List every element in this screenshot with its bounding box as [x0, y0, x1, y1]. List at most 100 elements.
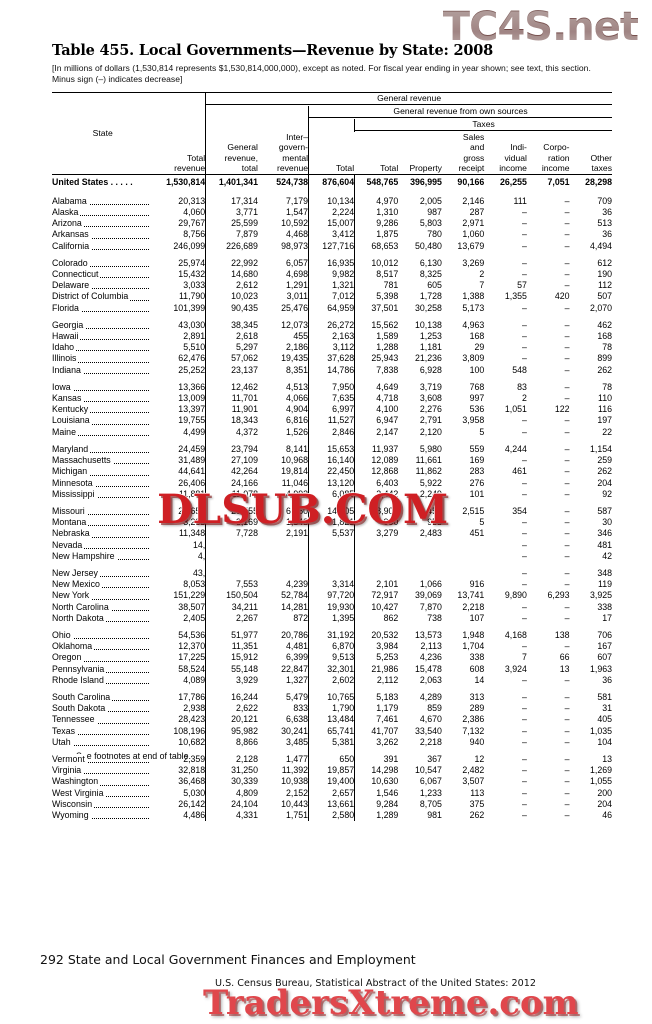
table-row: Florida 101,399 90,435 25,476 64,959 37,501 30…: [52, 302, 612, 314]
row-value: 259: [597, 455, 612, 466]
row-value: –: [522, 477, 527, 488]
row-value: 2,191: [286, 528, 309, 539]
row-value: 2,249: [419, 488, 442, 499]
row-value: 14,680: [205, 269, 258, 281]
table-row: Alabama 20,313 17,314 7,179 10,134 4,970 2,005…: [52, 195, 612, 208]
header-spanner-own-sources-label: General revenue from own sources: [393, 106, 528, 116]
row-value: –: [522, 691, 527, 702]
row-value: 12,089: [354, 455, 399, 467]
row-state-label: Idaho: [52, 342, 153, 353]
gap-cell: [354, 251, 399, 258]
row-value: 1,948: [462, 629, 485, 640]
row-value: 1,547: [286, 207, 309, 218]
header-col-intergovernmental-line: revenue: [276, 163, 309, 174]
row-value: 1,589: [354, 331, 399, 343]
row-value: 22,847: [281, 663, 309, 674]
row-value: –: [522, 798, 527, 809]
row-value: 709: [597, 195, 612, 206]
row-value: 119: [597, 579, 612, 590]
row-value: 26,142: [178, 798, 206, 809]
row-value: 1,060: [462, 229, 485, 240]
row-value: 2,359: [183, 753, 206, 764]
row-value: 13,679: [457, 240, 485, 251]
row-value: 1,546: [354, 787, 399, 799]
row-value: 167: [597, 641, 612, 652]
row-value: 1,321: [308, 280, 355, 292]
header-col-sales-gross-line: and: [469, 142, 485, 153]
row-value: 7: [522, 652, 527, 663]
table-row: Massachusetts 31,489 27,109 10,968 16,140 12,…: [52, 455, 612, 467]
table-row: Rhode Island 4,089 3,929 1,327 2,602 2,112 2,0…: [52, 674, 612, 686]
row-value: 116: [597, 404, 612, 415]
row-value: 226,689: [205, 240, 258, 252]
row-value: 13,397: [178, 404, 206, 415]
row-value: 6,399: [286, 652, 309, 663]
row-value: 17,786: [178, 691, 206, 702]
row-value: 706: [597, 629, 612, 640]
table-row: North Dakota 2,405 2,267 872 1,395 862 738 107 –…: [52, 612, 612, 624]
row-value: 940: [469, 736, 485, 747]
row-value: 4,698: [286, 269, 309, 280]
row-value: 25,943: [354, 353, 399, 365]
row-state-name: Texas: [52, 725, 77, 736]
table-row: Arkansas 8,756 7,879 4,468 3,412 1,875 780 1,06…: [52, 229, 612, 241]
row-value: –: [522, 528, 527, 539]
row-value: 2,515: [462, 505, 485, 516]
row-value: 738: [427, 612, 442, 623]
row-value: 5,297: [205, 342, 258, 354]
gap-cell: [354, 747, 399, 754]
row-value: [354, 539, 399, 551]
row-value: 1,055: [589, 776, 612, 787]
gap-cell: [354, 189, 399, 196]
row-state-label: North Carolina: [52, 601, 153, 613]
row-value: 44,641: [178, 466, 206, 477]
row-value: –: [522, 550, 527, 561]
row-group-gap: [52, 189, 612, 196]
row-value: –: [564, 280, 570, 291]
row-value: –: [564, 539, 570, 550]
header-col-sales-gross: Sales and gross receipt: [441, 132, 485, 175]
leader-dots: [56, 733, 150, 735]
table-row: Texas 108,196 95,982 30,241 65,741 41,707 33,5…: [52, 725, 612, 737]
row-value: 367: [427, 753, 442, 764]
row-value: 98,973: [281, 240, 309, 251]
row-state-name: Idaho: [52, 342, 77, 353]
table-row: North Carolina 38,507 34,211 14,281 19,930 10…: [52, 601, 612, 613]
row-value: 25,599: [205, 218, 258, 230]
row-value: 8,351: [286, 364, 309, 375]
row-value: 276: [469, 477, 485, 488]
row-value: 862: [354, 612, 399, 624]
row-value: 11,348: [178, 528, 206, 539]
leader-dots: [56, 598, 150, 600]
row-value: –: [522, 641, 527, 652]
row-value: 524,738: [276, 176, 309, 187]
row-state-name: Pennsylvania: [52, 663, 107, 674]
row-value: 4,904: [286, 404, 309, 415]
row-value: –: [564, 736, 570, 747]
row-state-name: Massachusetts: [52, 455, 113, 466]
gap-cell: [354, 623, 399, 630]
row-group-gap: [52, 375, 612, 382]
gap-cell: [205, 375, 258, 382]
row-value: 650: [308, 753, 355, 766]
row-value: 872: [293, 612, 309, 623]
row-value: –: [564, 798, 570, 809]
row-value: [442, 551, 484, 562]
row-value: 43,: [192, 567, 206, 578]
header-row-spanner-general: State Total revenue General revenue: [52, 92, 612, 175]
row-value: 78: [602, 342, 612, 353]
row-value: 95,982: [205, 725, 258, 737]
row-value: 4,809: [205, 787, 258, 799]
row-value: 4,089: [183, 674, 206, 685]
row-state-label: Oklahoma: [52, 641, 153, 652]
row-state-label: Washington: [52, 776, 153, 787]
leader-dots: [56, 806, 150, 808]
row-value: 3,771: [205, 207, 258, 219]
table-header: State Total revenue General revenue Gener…: [52, 92, 612, 175]
row-value: 12,462: [205, 381, 258, 394]
row-value: –: [522, 218, 527, 229]
row-value: –: [564, 725, 570, 736]
row-value: 859: [427, 703, 442, 714]
row-value: 8,053: [183, 579, 206, 590]
row-value: 5,030: [183, 787, 206, 798]
